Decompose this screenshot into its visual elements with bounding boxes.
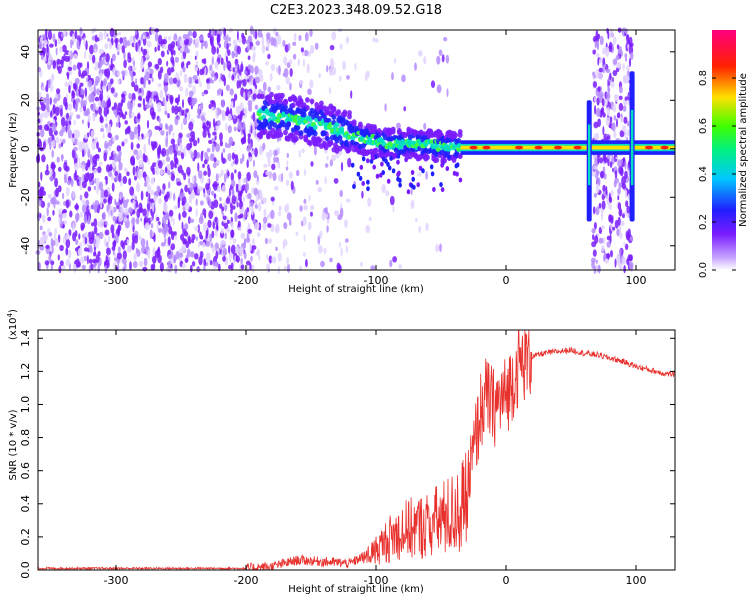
snr-y-tick-label: 0.4	[19, 495, 32, 513]
snr-x-tick-label: 100	[626, 574, 647, 587]
snr-y-tick-label: 0.2	[19, 528, 32, 546]
colorbar-tick-label: 0.2	[698, 214, 709, 230]
colorbar-gradient	[712, 30, 736, 270]
spectrogram-x-tick-label: -100	[364, 274, 389, 287]
colorbar-tick-label: 0.8	[698, 70, 709, 86]
chart-title: C2E3.2023.348.09.52.G18	[270, 3, 442, 18]
snr-x-tick-label: -200	[234, 574, 259, 587]
spectrogram-y-tick-label: 40	[19, 45, 32, 59]
spectrogram-x-tick-label: -300	[104, 274, 129, 287]
colorbar-tick-label: 0.0	[698, 262, 709, 278]
snr-y-label: SNR (10 * v/v)	[8, 409, 19, 480]
spectrogram-y-tick-label: -20	[19, 188, 32, 206]
snr-y-ticks: 0.0 0.2 0.4 0.6 0.8 1.0 1.2 1.4	[19, 330, 675, 579]
spectrogram-marks	[35, 25, 675, 275]
snr-x-tick-label: -300	[104, 574, 129, 587]
spectrogram-x-tick-label: 100	[626, 274, 647, 287]
snr-background	[38, 330, 675, 570]
spectrogram-y-tick-label: 0	[19, 145, 32, 152]
signal-ridge	[256, 91, 463, 195]
snr-series-line	[37, 329, 675, 572]
snr-x-tick-label: -100	[364, 574, 389, 587]
snr-y-tick-label: 1.2	[19, 363, 32, 381]
snr-x-label: Height of straight line (km)	[288, 584, 424, 595]
colorbar-label: Normalized spectral amplitude	[738, 73, 749, 227]
snr-y-tick-label: 1.0	[19, 396, 32, 414]
spectrogram-x-tick-label: 0	[503, 274, 510, 287]
spectrogram-y-label: Frequency (Hz)	[8, 112, 19, 188]
snr-marks	[37, 329, 675, 572]
snr-y-multiplier: (x104)	[6, 309, 19, 340]
colorbar-tick-label: 0.4	[698, 166, 709, 182]
snr-x-ticks: -300 -200 -100 0 100	[104, 330, 647, 587]
spectrogram-y-tick-label: 20	[19, 93, 32, 107]
colorbar: 0.0 0.2 0.4 0.6 0.8 Normalized spectral ampl…	[698, 30, 749, 278]
snr-frame	[37, 329, 676, 571]
spectrogram-frame	[37, 29, 676, 271]
spectrogram-y-ticks: -40 -20 0 20 40	[19, 45, 675, 255]
colorbar-ticks: 0.0 0.2 0.4 0.6 0.8	[698, 70, 736, 278]
snr-y-tick-label: 0.8	[19, 429, 32, 447]
snr-y-tick-label: 1.4	[19, 330, 32, 348]
colorbar-tick-label: 0.6	[698, 118, 709, 134]
spectrogram-x-label: Height of straight line (km)	[288, 284, 424, 295]
snr-panel: -300 -200 -100 0 100 0.0 0.2 0.4 0.6 0.8 1.0 1.2 1.…	[6, 309, 676, 595]
noise-speckle	[35, 25, 634, 275]
snr-y-tick-label: 0.0	[19, 561, 32, 579]
spectrogram-x-tick-label: -200	[234, 274, 259, 287]
snr-y-tick-label: 0.6	[19, 462, 32, 480]
snr-x-tick-label: 0	[503, 574, 510, 587]
spectrogram-y-tick-label: -40	[19, 237, 32, 255]
narrow-band-line	[460, 71, 675, 222]
spectrogram-x-ticks: -300 -200 -100 0 100	[104, 30, 647, 287]
